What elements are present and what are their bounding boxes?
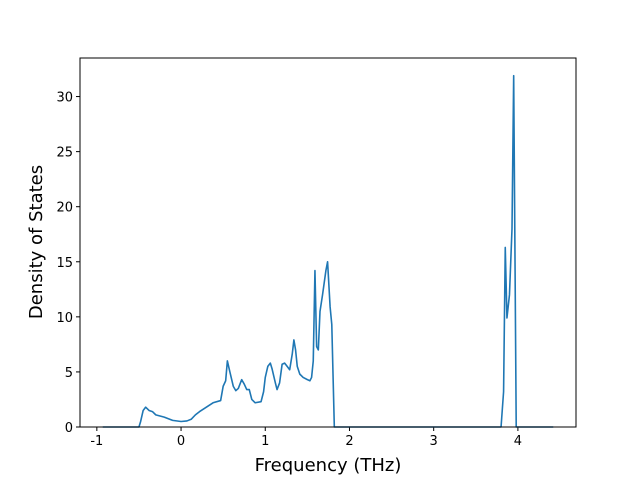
x-tick-label: 4 [514, 434, 522, 449]
x-tick-label: -1 [90, 434, 103, 449]
x-tick-label: 0 [177, 434, 185, 449]
y-tick-label: 20 [56, 201, 73, 216]
x-axis-label: Frequency (THz) [255, 455, 402, 476]
x-tick-label: 3 [430, 434, 438, 449]
y-axis-label: Density of States [26, 165, 47, 319]
y-tick-label: 15 [56, 256, 73, 271]
y-tick-label: 30 [56, 91, 73, 106]
plot-frame [79, 57, 577, 428]
x-tick-label: 2 [345, 434, 353, 449]
y-tick-label: 25 [56, 146, 73, 161]
y-tick-label: 0 [65, 421, 73, 436]
data-line [102, 74, 554, 428]
y-tick-label: 10 [56, 311, 73, 326]
x-tick-label: 1 [261, 434, 269, 449]
y-tick-label: 5 [65, 366, 73, 381]
